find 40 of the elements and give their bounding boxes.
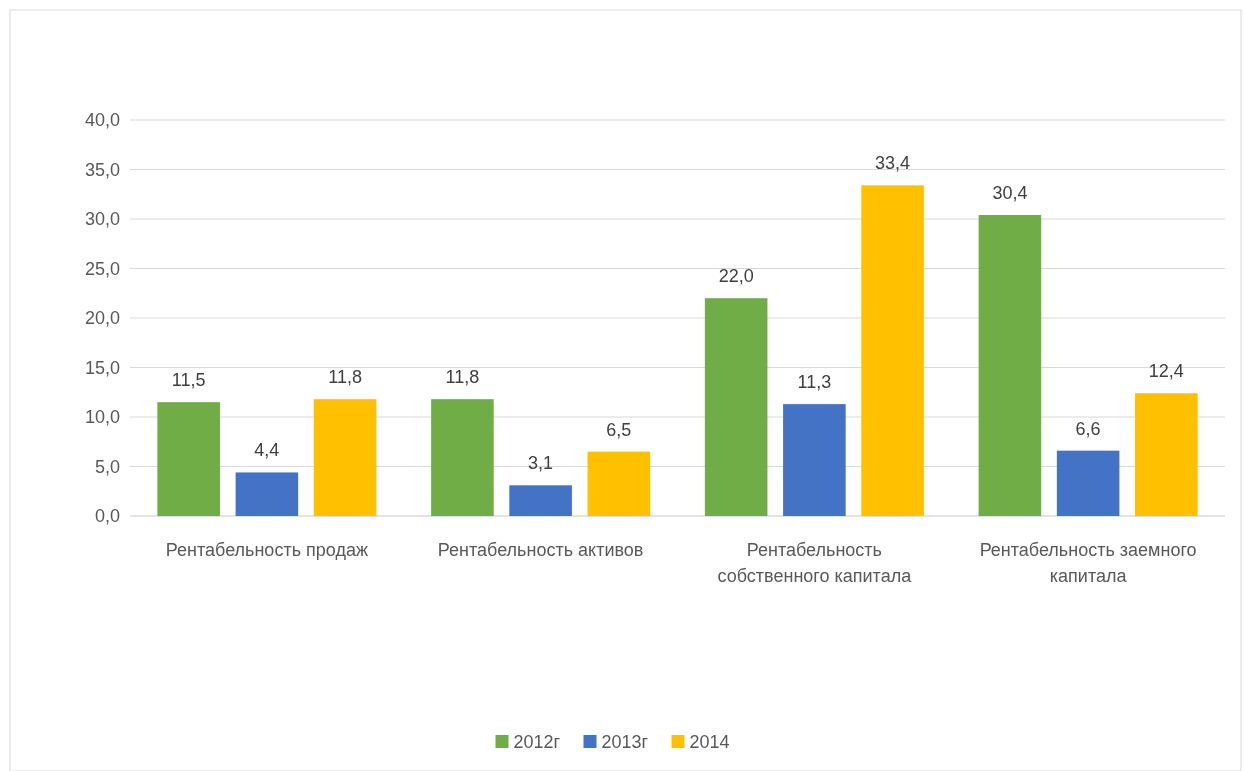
x-tick-label: Рентабельность заемного капитала [979,540,1197,586]
bar [1056,450,1120,516]
x-tick-label: Рентабельность собственного капитала [717,540,913,586]
x-tick-label: Рентабельность продаж [165,540,368,560]
y-tick-label: 30,0 [84,209,120,230]
y-tick-label: 0,0 [94,506,120,527]
bar [157,402,220,516]
y-tick-label: 25,0 [84,258,120,279]
bar [235,472,299,516]
data-label: 3,1 [528,453,554,474]
data-label: 22,0 [718,266,754,287]
legend-label: 2012г [513,732,561,753]
data-label: 6,5 [606,419,632,440]
data-label: 11,3 [797,372,832,393]
bar [431,399,494,516]
y-tick-label: 40,0 [84,110,120,131]
legend-label: 2014 [689,732,730,753]
bar [1135,393,1198,516]
data-label: 11,8 [445,367,480,388]
data-label: 30,4 [992,183,1028,204]
data-label: 12,4 [1148,361,1184,382]
y-tick-label: 5,0 [94,456,120,477]
bar [783,404,846,516]
bar [313,399,377,516]
bar [861,185,924,516]
data-label: 11,5 [171,370,206,391]
data-label: 11,8 [328,367,362,388]
y-tick-label: 10,0 [84,407,120,428]
y-tick-label: 20,0 [84,308,120,329]
bar [704,298,768,516]
bar [587,451,651,516]
x-tick-label: Рентабельность активов [437,540,644,560]
bar [509,485,572,516]
y-tick-label: 35,0 [84,159,120,180]
bar [978,215,1042,516]
data-label: 33,4 [875,153,911,174]
legend-label: 2013г [601,732,649,753]
data-label: 4,4 [254,440,280,461]
data-label: 6,6 [1075,418,1101,439]
y-tick-label: 15,0 [84,357,120,378]
